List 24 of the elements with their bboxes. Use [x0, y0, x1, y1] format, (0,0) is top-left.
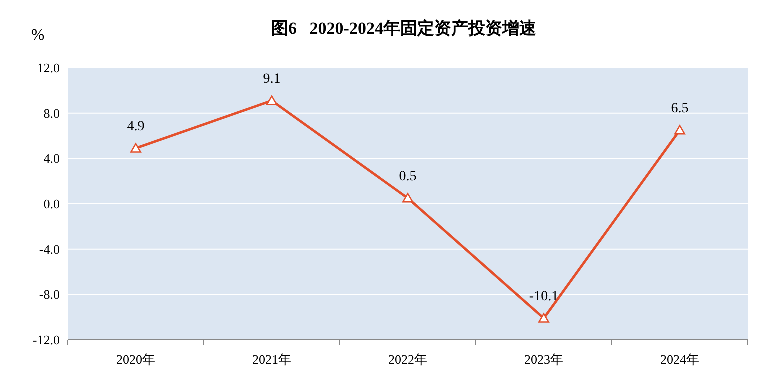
data-label: 6.5 — [671, 101, 689, 116]
x-tick-label: 2021年 — [252, 352, 292, 367]
y-tick-label: -8.0 — [39, 287, 60, 302]
chart-title: 图6 2020-2024年固定资产投资增速 — [272, 19, 536, 38]
data-label: 4.9 — [127, 119, 145, 134]
y-axis-title: % — [31, 27, 45, 44]
x-tick-label: 2024年 — [660, 352, 700, 367]
x-tick-label: 2020年 — [116, 352, 156, 367]
x-tick-label: 2023年 — [524, 352, 564, 367]
x-tick-label: 2022年 — [388, 352, 428, 367]
point — [266, 96, 278, 106]
y-tick-label: 8.0 — [44, 106, 60, 121]
y-tick-label: 0.0 — [44, 196, 60, 212]
data-label: 9.1 — [263, 72, 281, 87]
point — [402, 193, 414, 203]
point — [674, 125, 686, 135]
data-label: 0.5 — [399, 169, 417, 184]
y-tick-label: 4.0 — [44, 151, 60, 166]
data-label: -10.1 — [529, 289, 559, 304]
point — [130, 143, 142, 153]
y-tick-label: -12.0 — [32, 332, 60, 348]
y-tick-label: 12.0 — [37, 60, 60, 76]
point — [538, 313, 550, 323]
y-tick-label: -4.0 — [39, 242, 60, 257]
